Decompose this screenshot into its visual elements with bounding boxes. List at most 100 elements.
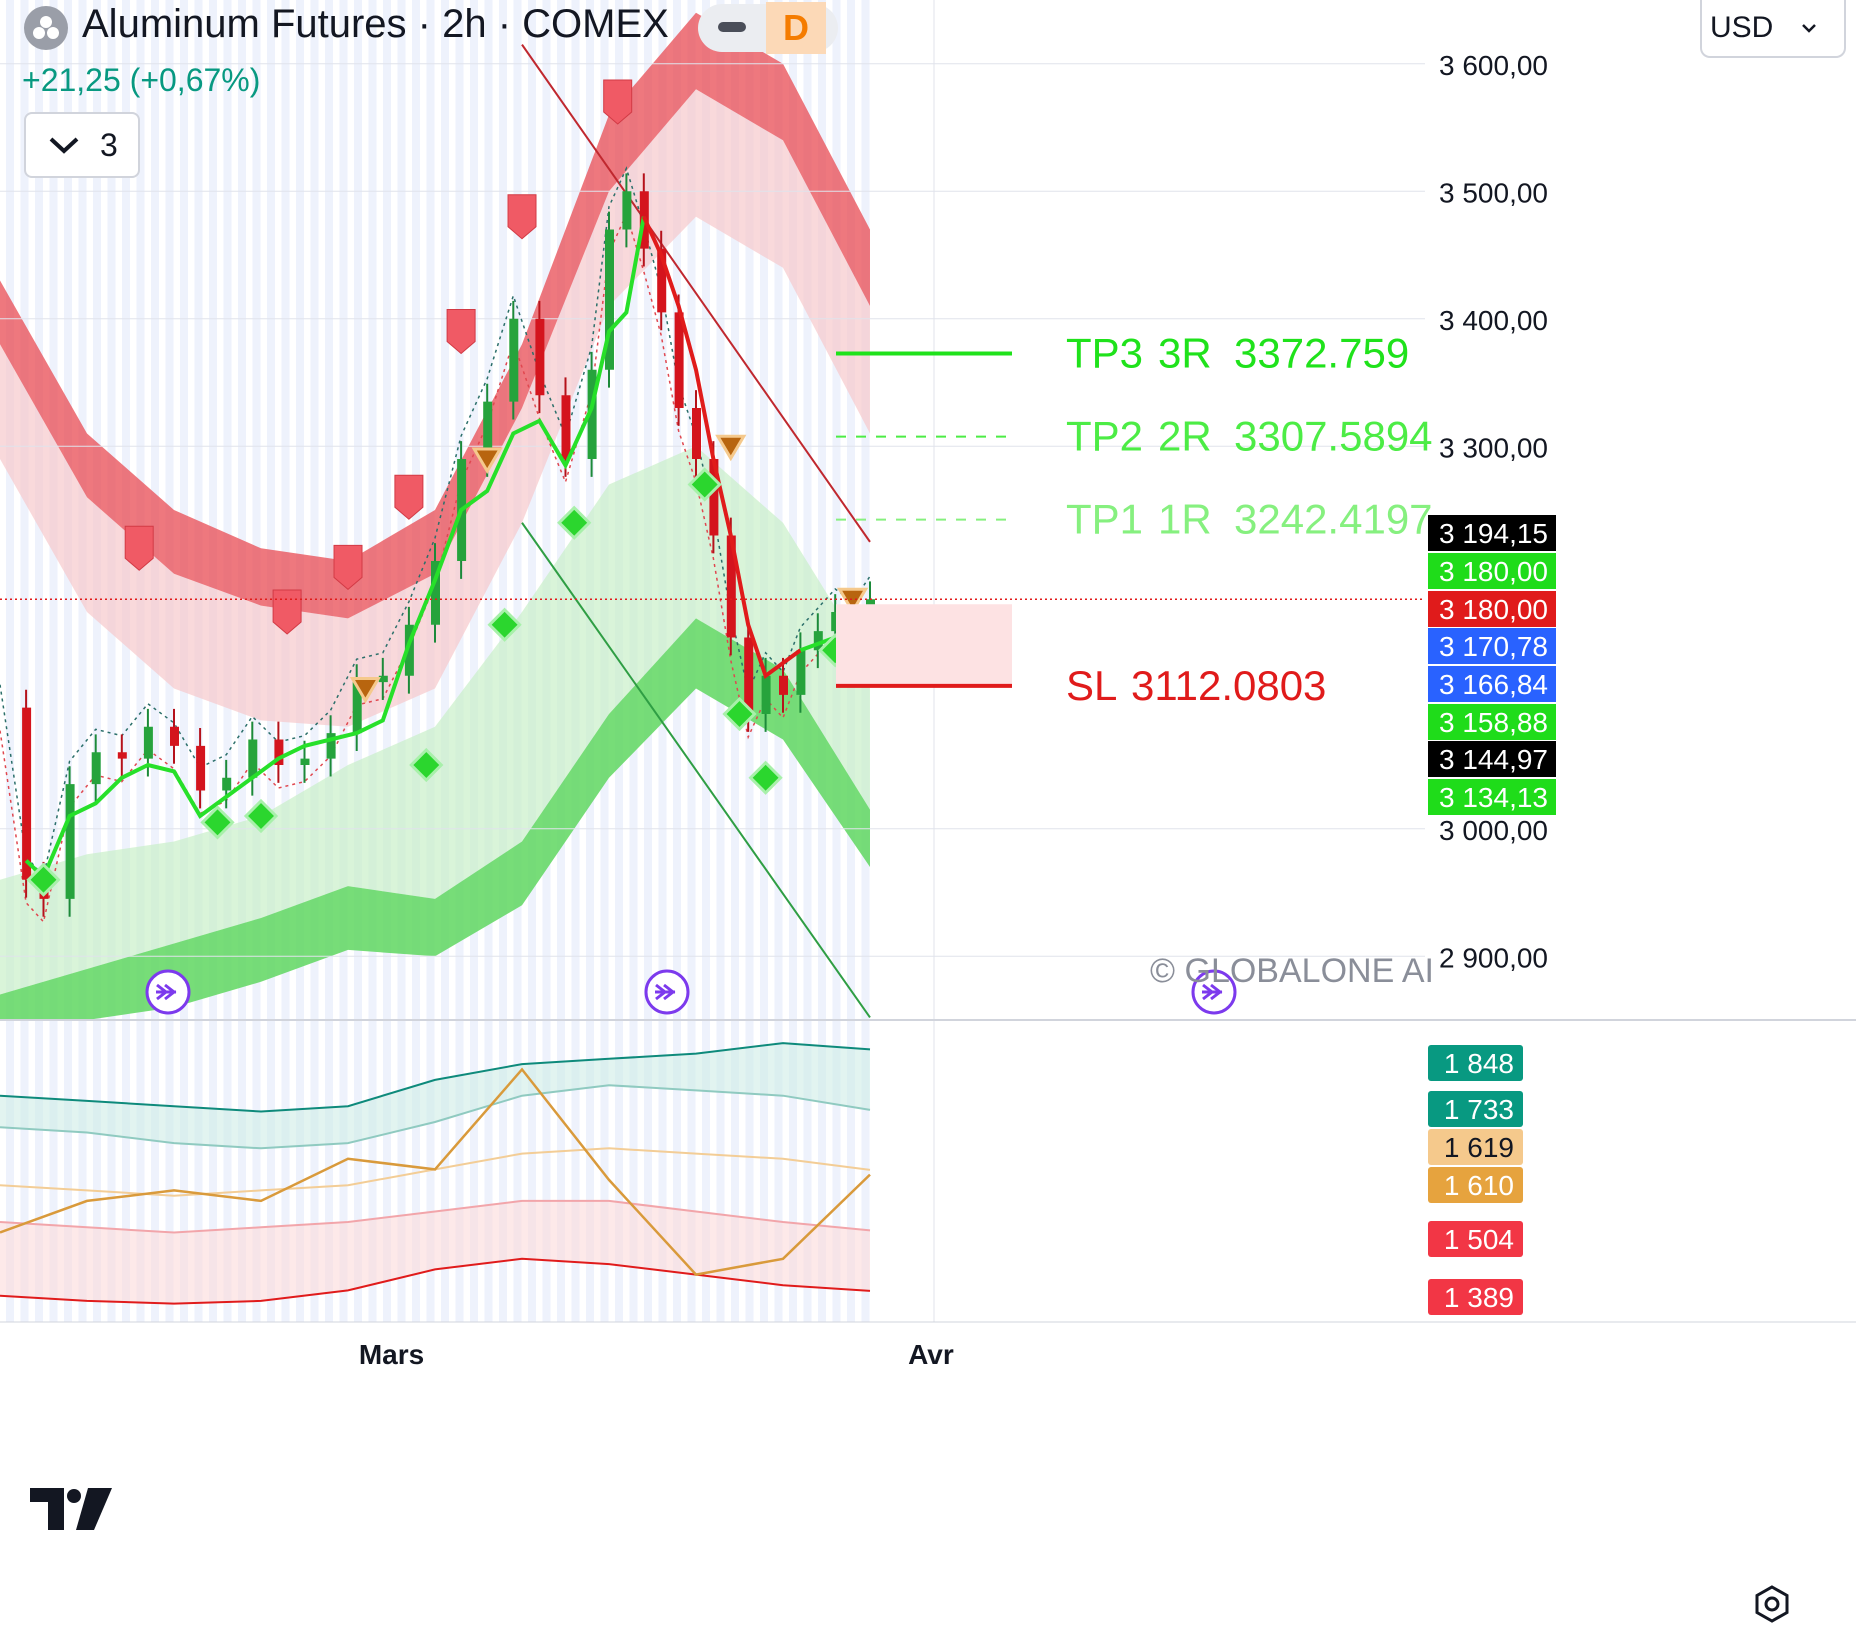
osc-label-text: 1 504 — [1444, 1224, 1514, 1255]
level-label-tp3: TP3 3R 3372.759 — [1066, 329, 1409, 376]
session-stripe — [93, 0, 101, 1322]
event-arrow-glyph — [1202, 983, 1223, 1001]
trend-line-bull — [24, 216, 646, 881]
level-value: 3372.759 — [1234, 329, 1409, 376]
osc-line-upper — [0, 1042, 871, 1113]
candle — [761, 675, 771, 714]
candle — [170, 726, 179, 746]
sell-signal-marker — [394, 474, 424, 520]
level-risk-multiple: 3R — [1158, 329, 1212, 376]
price-label-text: 3 180,00 — [1439, 556, 1548, 587]
event-arrow-glyph — [655, 983, 676, 1001]
candle — [65, 784, 75, 899]
candle — [22, 707, 32, 880]
candle — [300, 758, 310, 765]
candle — [779, 675, 788, 695]
candle — [605, 229, 614, 370]
upper-band-faint — [0, 89, 870, 727]
candle — [404, 624, 414, 676]
lower-band — [0, 618, 870, 1020]
indicator-collapse-button[interactable]: 3 — [24, 112, 140, 178]
sell-signal-marker — [333, 544, 363, 591]
price-label-box — [1428, 704, 1556, 740]
settings-icon[interactable] — [1752, 1584, 1792, 1624]
sell-signal-marker — [272, 589, 302, 635]
osc-upper-zone — [0, 1043, 870, 1149]
candle — [813, 631, 823, 651]
osc-line-mid-lower — [0, 1199, 871, 1234]
osc-line-lower — [0, 1257, 871, 1305]
level-risk-multiple: 1R — [1158, 496, 1212, 543]
currency-label: USD — [1710, 11, 1774, 44]
price-label-box — [1428, 553, 1556, 589]
tradingview-logo-icon[interactable] — [30, 1488, 112, 1530]
time-tick-label: Mars — [359, 1339, 424, 1370]
price-label-box — [1428, 666, 1556, 702]
candle — [744, 637, 754, 714]
minimize-icon[interactable] — [718, 22, 746, 32]
currency-select[interactable]: USD — [1700, 0, 1846, 58]
session-stripe — [20, 0, 29, 1322]
candle — [196, 745, 206, 791]
envelope-lower-line — [0, 212, 871, 924]
price-label-text: 3 144,97 — [1439, 744, 1548, 775]
buy-signal-marker — [487, 607, 522, 642]
price-label-text: 3 180,00 — [1439, 594, 1548, 625]
osc-label-text: 1 848 — [1444, 1048, 1514, 1079]
sell-signal-marker — [603, 79, 633, 125]
level-value: 3242.4197 — [1234, 496, 1433, 543]
upper-band — [0, 12, 870, 619]
level-name: SL — [1066, 662, 1117, 709]
candle — [657, 248, 667, 313]
candle — [509, 318, 519, 402]
osc-label-box — [1428, 1091, 1523, 1127]
delay-badge[interactable]: D — [766, 2, 826, 54]
candle — [117, 752, 127, 759]
candle — [587, 369, 597, 459]
candle — [352, 682, 362, 734]
level-label-tp1: TP1 1R 3242.4197 — [1066, 496, 1433, 543]
price-label-box — [1428, 515, 1556, 551]
price-label-box — [1428, 779, 1556, 815]
price-tick-label: 2 900,00 — [1439, 942, 1548, 973]
level-name: TP3 — [1066, 329, 1143, 376]
buy-signal-marker — [26, 862, 61, 897]
candle — [91, 752, 101, 785]
session-stripe — [122, 0, 130, 1322]
session-stripe — [49, 0, 58, 1322]
price-label-text: 3 166,84 — [1439, 669, 1548, 700]
level-name: TP2 — [1066, 413, 1143, 460]
sell-signal-marker — [507, 194, 537, 240]
lower-band-faint — [0, 446, 870, 995]
price-tick-label: 3 600,00 — [1439, 50, 1548, 81]
osc-label-text: 1 389 — [1444, 1282, 1514, 1313]
trend-line-bear — [641, 215, 802, 680]
candle — [561, 395, 571, 459]
price-tick-label: 3 000,00 — [1439, 815, 1548, 846]
buy-signal-marker — [557, 505, 592, 540]
osc-signal-line — [0, 1067, 871, 1276]
buy-signal-marker — [748, 760, 783, 795]
candle — [431, 561, 440, 625]
candle — [326, 733, 336, 759]
symbol-logo-icon[interactable] — [24, 6, 68, 50]
level-value: 3307.5894 — [1234, 413, 1433, 460]
candle — [674, 312, 684, 408]
osc-label-box — [1428, 1279, 1523, 1315]
candle — [831, 612, 841, 632]
event-arrow-icon — [1191, 969, 1237, 1015]
osc-label-box — [1428, 1129, 1523, 1165]
candle — [726, 535, 736, 638]
session-stripe — [107, 0, 116, 1322]
buy-signal-marker — [722, 696, 757, 732]
warning-triangle-marker — [836, 587, 869, 615]
price-tick-label: 3 500,00 — [1439, 177, 1548, 208]
session-stripe — [78, 0, 87, 1322]
envelope-upper-line — [0, 166, 871, 878]
level-value: 3112.0803 — [1131, 662, 1326, 709]
session-stripe — [136, 0, 145, 1322]
buy-signal-marker — [243, 798, 279, 834]
candle — [378, 675, 388, 683]
